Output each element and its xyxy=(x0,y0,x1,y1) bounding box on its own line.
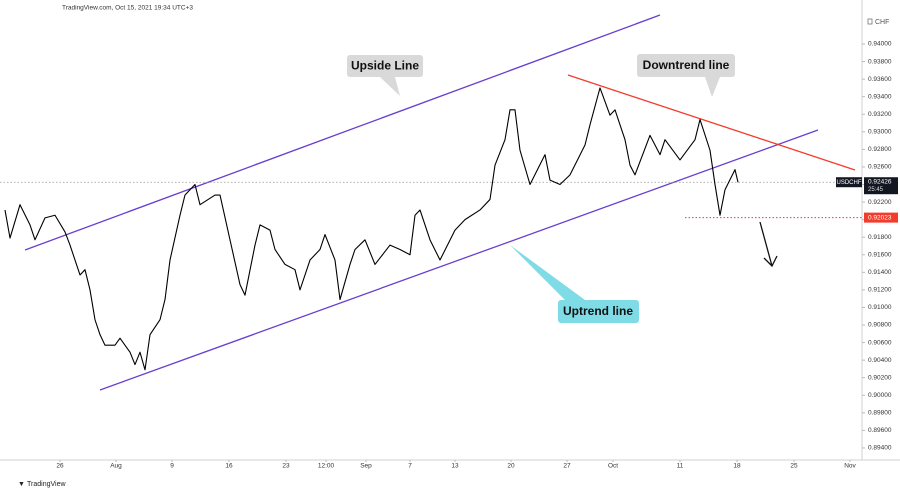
y-tick-label: 0.93200 xyxy=(868,111,892,118)
x-tick-label: 12:00 xyxy=(318,463,335,470)
support-label: 0.92023 xyxy=(868,214,892,221)
y-tick-label: 0.89600 xyxy=(868,427,892,434)
x-tick-label: Nov xyxy=(844,463,856,470)
y-tick-label: 0.92200 xyxy=(868,199,892,206)
y-tick-label: 0.91600 xyxy=(868,251,892,258)
downtrend-line xyxy=(567,74,856,171)
y-tick-label: 0.93600 xyxy=(868,76,892,83)
support-box xyxy=(864,212,898,223)
last-price-label: 0.92426 xyxy=(868,178,892,185)
footer: TradingView xyxy=(27,481,66,488)
x-tick-label: 25 xyxy=(790,463,798,470)
y-tick-label: 0.91200 xyxy=(868,287,892,294)
x-tick-label: Sep xyxy=(360,463,372,470)
countdown-label: 25:45 xyxy=(868,187,884,193)
lock-icon xyxy=(867,18,873,25)
y-tick-label: 0.90000 xyxy=(868,392,892,399)
symbol-box xyxy=(836,177,862,188)
x-tick-label: Aug xyxy=(110,463,122,470)
currency: CHF xyxy=(875,19,889,26)
price-line xyxy=(4,87,739,371)
y-tick-label: 0.92600 xyxy=(868,164,892,171)
upside-line xyxy=(24,14,661,251)
y-tick-label: 0.91000 xyxy=(868,304,892,311)
x-tick-label: 26 xyxy=(56,463,64,470)
y-tick-label: 0.90200 xyxy=(868,374,892,381)
uptrend-line xyxy=(99,129,819,391)
callout-box xyxy=(347,55,423,77)
callout-pointer xyxy=(705,77,720,97)
x-tick-label: 23 xyxy=(282,463,290,470)
y-tick-label: 0.94000 xyxy=(868,41,892,48)
header: TradingView.com, Oct 15, 2021 19:34 UTC+… xyxy=(62,5,193,12)
y-tick-label: 0.93000 xyxy=(868,129,892,136)
callout-pointer xyxy=(510,245,585,300)
y-tick-label: 0.90600 xyxy=(868,339,892,346)
x-tick-label: 11 xyxy=(677,463,684,470)
y-tick-label: 0.91400 xyxy=(868,269,892,276)
x-tick-label: 9 xyxy=(170,463,174,470)
y-tick-label: 0.92800 xyxy=(868,146,892,153)
y-tick-label: 0.93800 xyxy=(868,58,892,65)
x-tick-label: 20 xyxy=(507,463,515,470)
x-tick-label: 27 xyxy=(563,463,571,470)
symbol-label: USDCHF xyxy=(837,180,862,186)
y-tick-label: 0.93400 xyxy=(868,93,892,100)
annotation: Uptrend line xyxy=(563,304,633,318)
last-price-box xyxy=(864,177,898,195)
footer-logo: ▼ xyxy=(18,481,25,488)
x-tick-label: 18 xyxy=(733,463,741,470)
x-tick-label: Oct xyxy=(608,463,618,470)
callout-box xyxy=(637,54,735,77)
y-tick-label: 0.89400 xyxy=(868,445,892,452)
y-tick-label: 0.91800 xyxy=(868,234,892,241)
annotation: Upside Line xyxy=(351,59,419,73)
annotation: Downtrend line xyxy=(643,58,730,72)
x-tick-label: 7 xyxy=(408,463,412,470)
y-tick-label: 0.89800 xyxy=(868,410,892,417)
y-tick-label: 0.90800 xyxy=(868,322,892,329)
callout-pointer xyxy=(380,77,400,96)
down-arrow xyxy=(759,221,778,268)
y-tick-label: 0.90400 xyxy=(868,357,892,364)
x-tick-label: 13 xyxy=(451,463,459,470)
callout-box xyxy=(558,300,639,323)
x-tick-label: 16 xyxy=(225,463,233,470)
